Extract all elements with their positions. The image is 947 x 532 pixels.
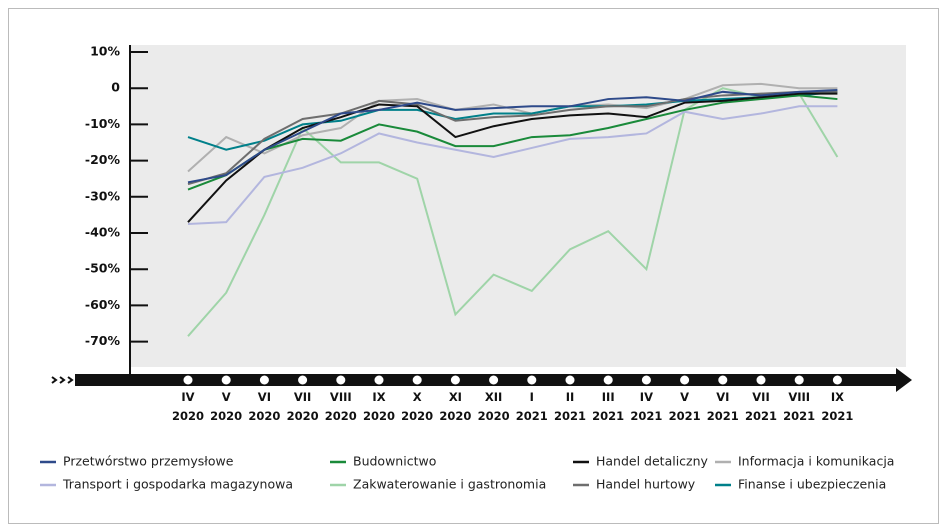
frame — [8, 8, 939, 524]
x-tick-label: VII 2020 — [286, 390, 319, 423]
y-tick-label: -20% — [85, 152, 121, 167]
x-tick-label: IV 2020 — [171, 390, 204, 423]
y-tick-label: -70% — [85, 333, 121, 348]
y-tick-label: 10% — [90, 44, 120, 59]
legend-label: Finanse i ubezpieczenia — [738, 477, 886, 492]
x-tick-dot — [336, 375, 346, 385]
x-tick-dot — [298, 375, 308, 385]
x-tick-label: VI 2020 — [248, 390, 281, 423]
series-line — [187, 90, 838, 186]
x-tick-label: IX 2021 — [821, 390, 854, 423]
y-tick-label: -40% — [85, 225, 121, 240]
x-tick-label: VII 2021 — [744, 390, 777, 423]
x-tick-dot — [718, 375, 728, 385]
y-tick-label: -10% — [85, 116, 121, 131]
legend-label: Przetwórstwo przemysłowe — [63, 454, 234, 469]
series-line — [187, 90, 838, 151]
legend-label: Transport i gospodarka magazynowa — [62, 477, 293, 492]
plot-area — [130, 45, 906, 367]
x-tick-dot — [603, 375, 613, 385]
series-line — [187, 92, 838, 223]
legend-label: Handel detaliczny — [596, 454, 709, 469]
series-line — [187, 105, 838, 225]
x-tick-label: VI 2021 — [706, 390, 739, 423]
y-tick-label: 0 — [111, 80, 120, 95]
x-tick-label: VIII 2020 — [324, 390, 357, 423]
x-tick-dot — [183, 375, 193, 385]
x-tick-dot — [259, 375, 269, 385]
x-tick-label: X 2020 — [401, 390, 434, 423]
series-line — [187, 94, 838, 191]
x-tick-dot — [374, 375, 384, 385]
x-tick-dot — [680, 375, 690, 385]
y-tick-label: -30% — [85, 188, 121, 203]
x-tick-dot — [489, 375, 499, 385]
y-tick-label: -50% — [85, 261, 121, 276]
series-line — [187, 89, 838, 184]
y-tick-label: -60% — [85, 297, 121, 312]
legend-label: Handel hurtowy — [596, 477, 696, 492]
x-tick-label: IV 2021 — [630, 390, 663, 423]
x-tick-dot — [794, 375, 804, 385]
x-tick-label: IX 2020 — [362, 390, 395, 423]
x-tick-dot — [221, 375, 231, 385]
x-tick-label: XII 2020 — [477, 390, 510, 423]
x-tick-dot — [565, 375, 575, 385]
x-tick-dot — [412, 375, 422, 385]
legend-label: Informacja i komunikacja — [738, 454, 894, 469]
x-tick-dot — [450, 375, 460, 385]
x-tick-dot — [641, 375, 651, 385]
legend-label: Budownictwo — [353, 454, 436, 469]
x-tick-dot — [756, 375, 766, 385]
x-tick-label: V 2021 — [668, 390, 701, 423]
series-group — [187, 82, 839, 337]
x-tick-label: V 2020 — [210, 390, 243, 423]
x-tick-label: XI 2020 — [439, 390, 472, 423]
x-tick-label: III 2021 — [592, 390, 625, 423]
x-tick-dot — [527, 375, 537, 385]
chevrons — [51, 376, 74, 384]
x-tick-label: VIII 2021 — [783, 390, 816, 423]
x-tick-label: I 2021 — [515, 390, 548, 423]
series-line — [187, 87, 839, 337]
legend-label: Zakwaterowanie i gastronomia — [353, 477, 546, 492]
x-tick-label: II 2021 — [553, 390, 586, 423]
series-line — [187, 82, 838, 173]
x-tick-dot — [832, 375, 842, 385]
